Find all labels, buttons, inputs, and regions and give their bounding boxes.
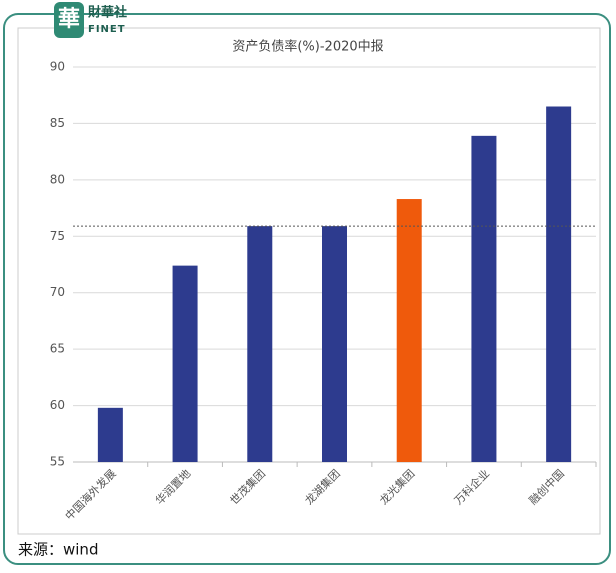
bar [322,226,347,462]
y-tick-label: 55 [50,455,65,469]
logo-badge [54,2,84,38]
y-tick-label: 60 [50,398,65,412]
y-tick-label: 85 [50,116,65,130]
frame [3,13,611,565]
y-tick-label: 90 [50,60,65,74]
chart-title: 资产负债率(%)-2020中报 [232,39,383,55]
logo-name: 財華社 [87,5,127,21]
bar [247,226,273,462]
y-tick-label: 65 [50,342,65,356]
logo-sub: FINET [88,24,126,35]
bar [471,135,497,463]
y-tick-label: 75 [50,229,65,243]
logo-mark: 華 [58,7,80,32]
y-tick-label: 70 [50,285,65,299]
bar [97,407,123,462]
bar [396,199,422,463]
bar [546,106,572,462]
bar [172,265,198,462]
source: 来源：wind [18,541,98,559]
y-tick-label: 80 [50,172,65,186]
